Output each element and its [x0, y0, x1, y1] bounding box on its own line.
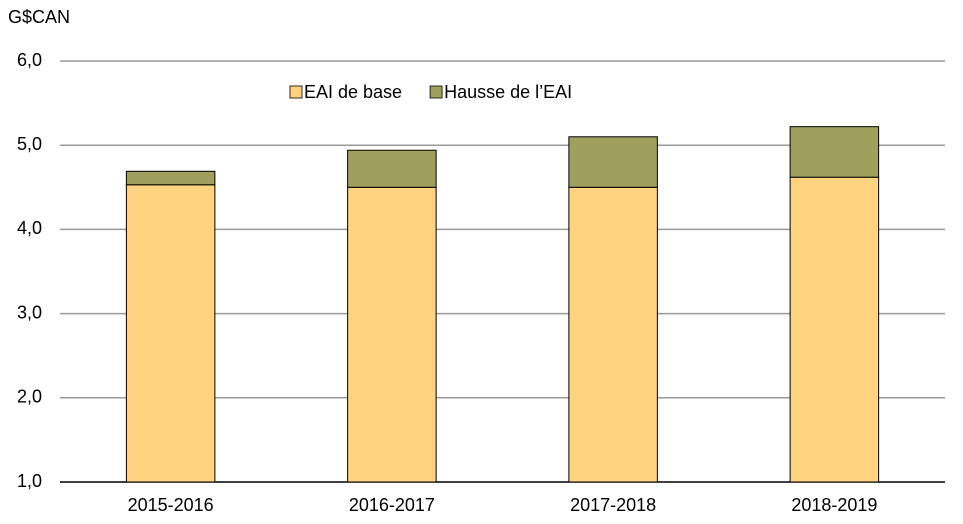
bar	[125, 170, 216, 186]
bar	[789, 176, 880, 483]
y-tick-label: 1,0	[17, 471, 42, 491]
y-axis-label: G$CAN	[8, 7, 70, 27]
y-tick-label: 6,0	[17, 50, 42, 70]
bar	[347, 149, 437, 188]
bar	[568, 186, 658, 483]
x-tick-label: 2017-2018	[570, 495, 656, 515]
bar	[125, 184, 216, 483]
x-tick-label: 2018-2019	[791, 495, 877, 515]
bar	[347, 186, 437, 483]
x-tick-label: 2015-2016	[128, 495, 214, 515]
y-tick-label: 2,0	[17, 387, 42, 407]
legend-label: EAI de base	[304, 82, 402, 102]
y-tick-label: 4,0	[17, 218, 42, 238]
y-tick-label: 3,0	[17, 302, 42, 322]
x-tick-label: 2016-2017	[349, 495, 435, 515]
bar	[789, 126, 880, 178]
bar	[568, 136, 658, 188]
legend-swatch	[429, 85, 443, 99]
legend-swatch	[289, 85, 303, 99]
legend-label: Hausse de l’EAI	[444, 82, 572, 102]
y-tick-label: 5,0	[17, 134, 42, 154]
